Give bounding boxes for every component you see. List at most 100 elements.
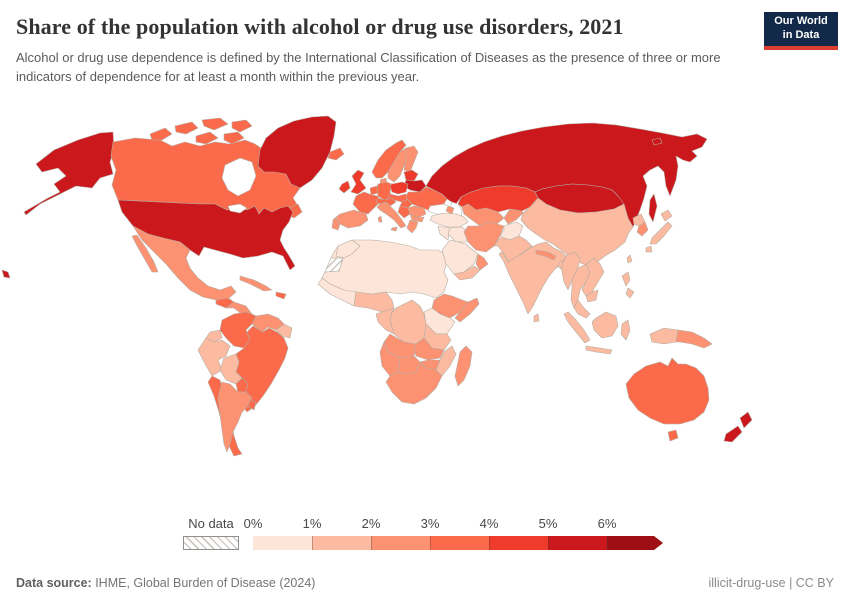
country-indonesia-java[interactable] [585,345,613,355]
country-canada-island[interactable] [174,121,199,135]
country-japan-kyushu[interactable] [645,245,653,253]
country-japan-hokkaido[interactable] [660,209,673,222]
country-kyrgyz-tajik[interactable] [503,208,524,225]
country-cuba[interactable] [239,275,273,292]
country-papua-new-guinea[interactable] [675,329,713,349]
country-australia[interactable] [625,357,710,425]
country-new-zealand-north[interactable] [739,411,753,429]
country-new-zealand-south[interactable] [723,425,743,443]
country-somalia[interactable] [454,297,480,323]
scale-tick-mark [607,536,608,550]
country-cambodia[interactable] [585,289,599,303]
scale-tick-label: 2% [361,516,381,531]
color-scale-bar: 0% 1% 2% 3% 4% 5% 6% [244,516,663,550]
country-philippines-south[interactable] [625,287,635,299]
scale-segment-6%+[interactable] [607,536,663,550]
country-canada-island[interactable] [149,127,173,141]
country-new-guinea-west[interactable] [649,327,679,345]
owid-logo-line1: Our World [774,15,828,28]
scale-tick-label: 3% [420,516,440,531]
country-finland[interactable] [403,145,419,173]
country-taiwan[interactable] [626,254,633,264]
country-hispaniola[interactable] [275,291,287,300]
chart-header: Share of the population with alcohol or … [16,14,756,87]
country-syria-jordan[interactable] [437,225,451,241]
country-alaska[interactable] [23,131,115,216]
country-australia-tasmania[interactable] [667,429,679,442]
country-zambia[interactable] [413,337,445,361]
country-mexico[interactable] [132,225,237,301]
country-france[interactable] [352,191,381,215]
country-nigeria-ghana[interactable] [353,291,395,313]
country-india[interactable] [498,241,567,315]
country-balkans[interactable] [397,205,411,219]
country-greece[interactable] [406,219,419,234]
scale-tick-mark [312,536,313,550]
country-canada-island[interactable] [231,119,253,133]
country-china[interactable] [520,197,634,266]
country-guyanas[interactable] [275,323,293,339]
country-central-asia[interactable] [461,203,505,227]
country-italy-sardinia[interactable] [377,215,383,223]
country-peru[interactable] [197,337,231,377]
no-data-label: No data [188,516,234,531]
country-russia-island[interactable] [651,137,663,146]
country-argentina[interactable] [217,381,253,453]
data-source-value: IHME, Global Burden of Disease (2024) [91,576,316,590]
owid-logo-line2: in Data [782,29,820,41]
country-poland[interactable] [389,181,409,195]
scale-segment-4-5%[interactable] [489,536,548,550]
country-indonesia-sumatra[interactable] [563,311,591,344]
country-iran[interactable] [463,221,505,253]
license-note[interactable]: illicit-drug-use | CC BY [708,576,834,590]
country-portugal[interactable] [331,217,341,231]
scale-tick-mark [430,536,431,550]
country-morocco[interactable] [335,239,361,259]
country-ireland[interactable] [338,180,351,194]
country-united-kingdom[interactable] [350,169,367,195]
country-uruguay[interactable] [247,399,257,411]
country-philippines[interactable] [621,271,631,287]
scale-segment-1-2%[interactable] [312,536,371,550]
no-data-swatch[interactable] [183,536,239,550]
country-mexico-baja[interactable] [131,234,159,273]
country-madagascar[interactable] [454,345,473,387]
country-paraguay[interactable] [235,377,249,393]
country-russia-sakhalin[interactable] [648,193,658,223]
country-japan-honshu[interactable] [649,221,673,245]
country-saudi-arabia[interactable] [441,239,479,275]
country-turkey[interactable] [429,212,469,228]
country-italy-sicily[interactable] [390,226,398,232]
country-myanmar[interactable] [561,251,581,291]
country-baltics[interactable] [403,169,419,182]
country-malaysia[interactable] [573,299,591,319]
country-iceland[interactable] [327,147,345,161]
country-ecuador[interactable] [205,329,223,343]
country-italy[interactable] [376,201,407,229]
country-sri-lanka[interactable] [533,313,540,323]
world-map[interactable] [0,110,850,510]
great-lakes [227,203,248,214]
country-south-korea[interactable] [636,221,649,237]
country-canada-island[interactable] [201,117,229,131]
country-canada-island[interactable] [195,131,219,145]
scale-segment-5-6%[interactable] [548,536,607,550]
country-iraq[interactable] [447,226,469,243]
country-bulgaria[interactable] [409,213,425,223]
country-benelux[interactable] [369,185,379,196]
country-indonesia-sulawesi[interactable] [620,319,631,341]
country-oman[interactable] [475,253,489,271]
country-congo-gabon[interactable] [375,307,395,335]
scale-segment-2-3%[interactable] [371,536,430,550]
country-south-africa[interactable] [385,361,443,405]
country-western-sahara[interactable] [324,257,344,273]
country-indonesia-borneo[interactable] [591,311,619,339]
scale-segment-0-1%[interactable] [253,536,312,550]
scale-segment-3-4%[interactable] [430,536,489,550]
country-greenland[interactable] [257,115,337,189]
country-hawaii[interactable] [1,269,11,279]
country-nepal[interactable] [535,249,557,261]
country-norway[interactable] [371,139,407,179]
country-canada-island[interactable] [223,131,245,145]
owid-logo[interactable]: Our World in Data [764,12,838,50]
